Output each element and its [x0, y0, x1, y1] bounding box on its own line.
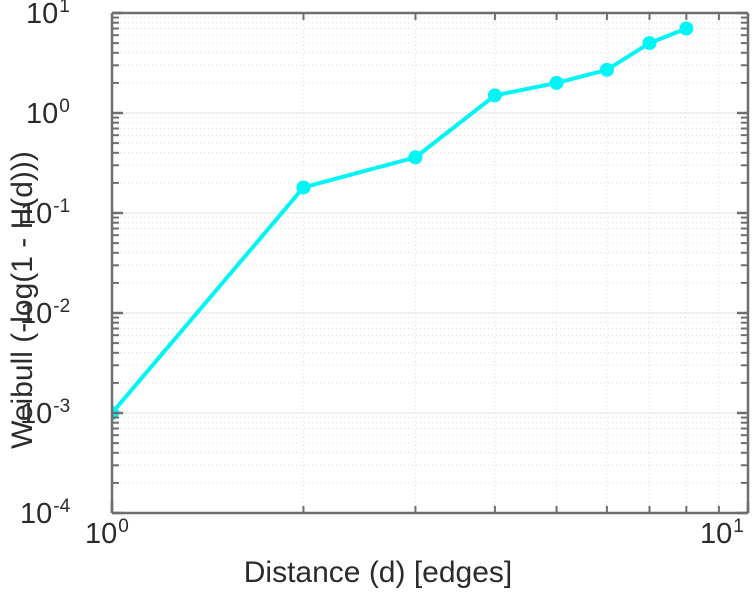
tick-marks — [110, 11, 750, 515]
data-point-marker — [599, 62, 614, 77]
data-point-marker — [408, 150, 423, 165]
y-tick-label-10e-4: 10-4 — [20, 496, 71, 530]
y-tick-label-10e-3: 10-3 — [20, 396, 71, 430]
x-tick-label-10e0: 100 — [85, 516, 129, 550]
axis-spines — [110, 11, 750, 515]
y-tick-label-10e-1: 10-1 — [20, 196, 71, 230]
data-point-marker — [679, 21, 694, 36]
data-point-marker — [296, 180, 311, 195]
series-line-weibull — [112, 26, 689, 415]
y-axis-title: Weibull (-log(1 - H(d))) — [6, 151, 39, 449]
y-tick-label-10e-2: 10-2 — [20, 296, 71, 330]
data-point-marker — [642, 36, 657, 51]
minor-gridlines — [112, 13, 748, 513]
data-point-marker — [487, 88, 502, 103]
plot-area-background — [112, 13, 748, 513]
y-tick-label-10e1: 101 — [26, 0, 70, 30]
data-point-marker — [549, 75, 564, 90]
x-tick-label-10e1: 101 — [700, 516, 744, 550]
x-axis-title: Distance (d) [edges] — [243, 556, 513, 589]
y-tick-label-10e0: 100 — [26, 96, 70, 130]
